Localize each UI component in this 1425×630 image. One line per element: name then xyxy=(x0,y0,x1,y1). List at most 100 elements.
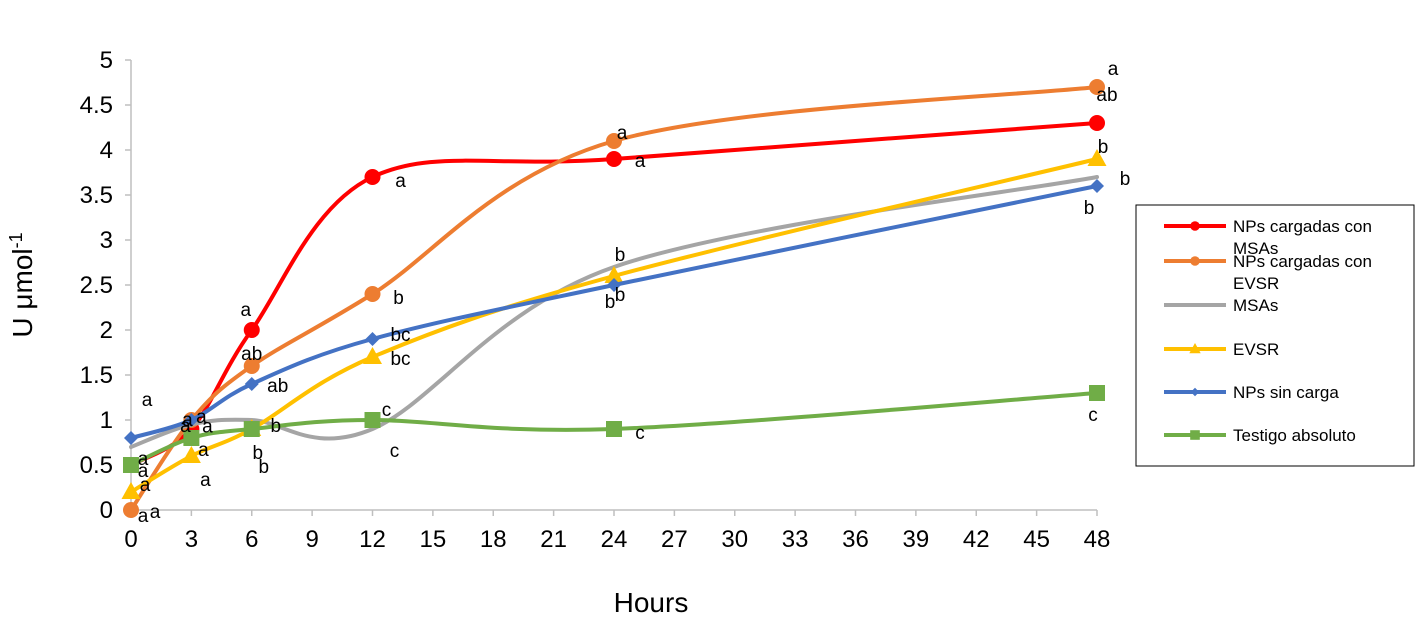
x-tick-label: 42 xyxy=(963,526,990,553)
significance-label: b xyxy=(270,416,281,437)
data-point xyxy=(1089,79,1105,95)
y-tick-label: 2.5 xyxy=(80,272,113,299)
significance-label: bc xyxy=(390,325,410,346)
legend-item-testigo-absoluto: Testigo absoluto xyxy=(1164,426,1356,445)
significance-label: a xyxy=(182,410,193,431)
data-point xyxy=(1090,179,1104,193)
data-point xyxy=(121,482,141,499)
y-tick-label: 3.5 xyxy=(80,182,113,209)
data-point xyxy=(184,413,199,427)
significance-label: a xyxy=(198,440,209,461)
x-tick-label: 9 xyxy=(305,526,318,553)
significance-label: b xyxy=(252,443,263,464)
significance-label: bc xyxy=(390,349,410,370)
significance-label: a xyxy=(138,461,149,482)
legend-marker xyxy=(1190,387,1200,397)
significance-label: a xyxy=(138,506,149,527)
data-point xyxy=(606,151,622,167)
legend-label: EVSR xyxy=(1233,340,1279,359)
significance-label: b xyxy=(393,288,404,309)
data-point xyxy=(1089,115,1105,131)
legend-item-nps-sin-carga: NPs sin carga xyxy=(1164,383,1339,402)
significance-label: ab xyxy=(267,376,288,397)
legend-label: MSAs xyxy=(1233,239,1278,258)
x-tick-label: 33 xyxy=(782,526,809,553)
legend-label: MSAs xyxy=(1233,296,1278,315)
data-point xyxy=(363,347,382,364)
legend-marker xyxy=(1190,221,1200,231)
y-tick-label: 0.5 xyxy=(80,452,113,479)
x-tick-label: 0 xyxy=(124,526,137,553)
y-tick-label: 2 xyxy=(100,317,113,344)
data-point xyxy=(365,332,380,346)
x-tick-label: 30 xyxy=(721,526,748,553)
x-tick-label: 45 xyxy=(1023,526,1050,553)
x-axis-title: Hours xyxy=(614,587,689,618)
y-axis-title-superscript: -1 xyxy=(6,232,26,248)
significance-label: c xyxy=(390,441,400,462)
y-tick-label: 4 xyxy=(100,137,113,164)
legend-item-nps-cargadas-con-evsr: NPs cargadas con EVSR xyxy=(1164,252,1372,293)
significance-label: b xyxy=(605,292,616,313)
significance-label: ab xyxy=(241,344,262,365)
significance-label: a xyxy=(142,390,153,411)
series-msas xyxy=(129,175,1099,449)
significance-label: b xyxy=(1098,137,1109,158)
x-tick-label: 18 xyxy=(480,526,507,553)
significance-label: a xyxy=(180,416,191,437)
significance-label: c xyxy=(635,423,645,444)
x-tick-label: 24 xyxy=(601,526,628,553)
significance-label: a xyxy=(200,470,211,491)
significance-label: a xyxy=(138,449,149,470)
legend-item-nps-cargadas-con-msas: NPs cargadas con MSAs xyxy=(1164,217,1372,258)
x-tick-label: 15 xyxy=(420,526,447,553)
x-tick-label: 21 xyxy=(540,526,567,553)
series-testigo-absoluto xyxy=(123,385,1105,473)
series-nps-sin-carga xyxy=(124,179,1104,445)
data-point xyxy=(364,169,381,185)
significance-label: a xyxy=(240,300,251,321)
data-point xyxy=(604,266,624,283)
legend-label: NPs cargadas con xyxy=(1233,217,1372,236)
data-point xyxy=(1087,149,1107,166)
significance-label: c xyxy=(382,400,392,421)
x-tick-label: 12 xyxy=(359,526,386,553)
data-point xyxy=(243,421,260,437)
significance-label: a xyxy=(196,407,207,428)
series-line xyxy=(129,175,1099,449)
data-point xyxy=(181,446,201,463)
data-point xyxy=(124,431,138,445)
data-point xyxy=(606,133,622,149)
data-point xyxy=(243,358,260,374)
data-point xyxy=(364,412,381,428)
series-layer xyxy=(121,79,1107,518)
y-tick-label: 1.5 xyxy=(80,362,113,389)
data-point xyxy=(183,430,200,446)
significance-label: a xyxy=(635,151,646,172)
x-tick-label: 39 xyxy=(903,526,930,553)
series-line xyxy=(129,157,1099,494)
data-point xyxy=(123,502,139,518)
x-tick-label: 48 xyxy=(1084,526,1111,553)
data-point xyxy=(1089,385,1105,401)
significance-label: a xyxy=(140,475,151,496)
y-tick-label: 5 xyxy=(100,47,113,74)
significance-label: a xyxy=(202,417,213,438)
significance-label: b xyxy=(615,285,626,306)
legend-box xyxy=(1135,204,1415,467)
significance-label: b xyxy=(1120,169,1131,190)
x-tick-label: 3 xyxy=(185,526,198,553)
legend-item-msas: MSAs xyxy=(1164,296,1278,315)
data-point xyxy=(364,286,381,302)
y-tick-label: 1 xyxy=(100,407,113,434)
legend-item-evsr: EVSR xyxy=(1164,340,1279,359)
significance-label: ab xyxy=(1096,85,1117,106)
x-tick-label: 27 xyxy=(661,526,688,553)
series-line xyxy=(129,184,1099,440)
data-point xyxy=(244,377,259,391)
y-tick-label: 3 xyxy=(100,227,113,254)
y-axis-title-main: U μmol xyxy=(7,248,38,337)
